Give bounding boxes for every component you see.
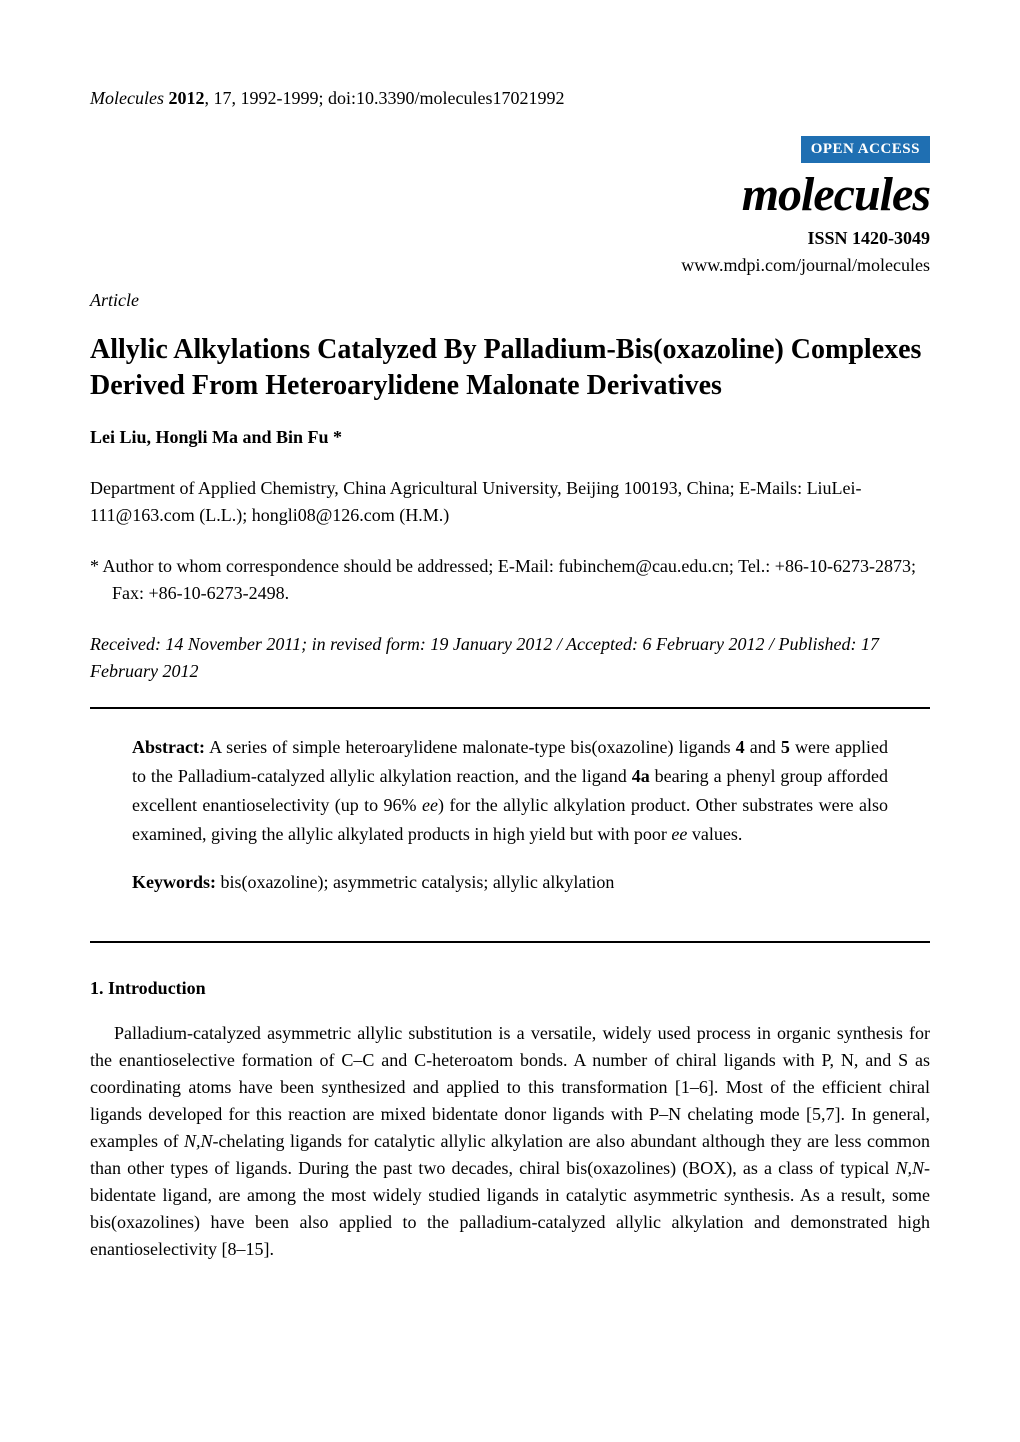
author-list: Lei Liu, Hongli Ma and Bin Fu * xyxy=(90,424,930,451)
ligand-4: 4 xyxy=(736,737,745,757)
abstract-label: Abstract: xyxy=(132,737,205,757)
journal-name: molecules xyxy=(90,159,930,231)
correspondence: * Author to whom correspondence should b… xyxy=(90,553,930,607)
NN-2: N,N xyxy=(895,1158,924,1178)
divider-bottom xyxy=(90,941,930,943)
article-type: Article xyxy=(90,287,930,314)
ee-2: ee xyxy=(671,824,687,844)
introduction-paragraph: Palladium-catalyzed asymmetric allylic s… xyxy=(90,1020,930,1263)
abstract-text-1: A series of simple heteroarylidene malon… xyxy=(205,737,736,757)
article-title: Allylic Alkylations Catalyzed By Palladi… xyxy=(90,332,930,405)
abstract-block: Abstract: A series of simple heteroaryli… xyxy=(90,709,930,941)
masthead: OPEN ACCESS molecules ISSN 1420-3049 www… xyxy=(90,134,930,279)
citation-rest: , 17, 1992-1999; doi:10.3390/molecules17… xyxy=(204,88,564,108)
abstract-paragraph: Abstract: A series of simple heteroaryli… xyxy=(132,733,888,848)
keywords-text: bis(oxazoline); asymmetric catalysis; al… xyxy=(216,872,614,892)
publication-dates: Received: 14 November 2011; in revised f… xyxy=(90,631,930,685)
keywords-label: Keywords: xyxy=(132,872,216,892)
citation-year: 2012 xyxy=(168,88,204,108)
NN-1: N,N xyxy=(184,1131,213,1151)
abstract-and: and xyxy=(745,737,781,757)
journal-url: www.mdpi.com/journal/molecules xyxy=(90,252,930,279)
abstract-text-5: values. xyxy=(687,824,742,844)
citation-line: Molecules 2012, 17, 1992-1999; doi:10.33… xyxy=(90,85,930,112)
introduction-heading: 1. Introduction xyxy=(90,975,930,1002)
intro-text-2: -chelating ligands for catalytic allylic… xyxy=(90,1131,930,1178)
ee-1: ee xyxy=(422,795,438,815)
ligand-5: 5 xyxy=(781,737,790,757)
affiliation: Department of Applied Chemistry, China A… xyxy=(90,475,930,529)
citation-journal: Molecules xyxy=(90,88,164,108)
ligand-4a: 4a xyxy=(632,766,650,786)
keywords-paragraph: Keywords: bis(oxazoline); asymmetric cat… xyxy=(132,868,888,897)
